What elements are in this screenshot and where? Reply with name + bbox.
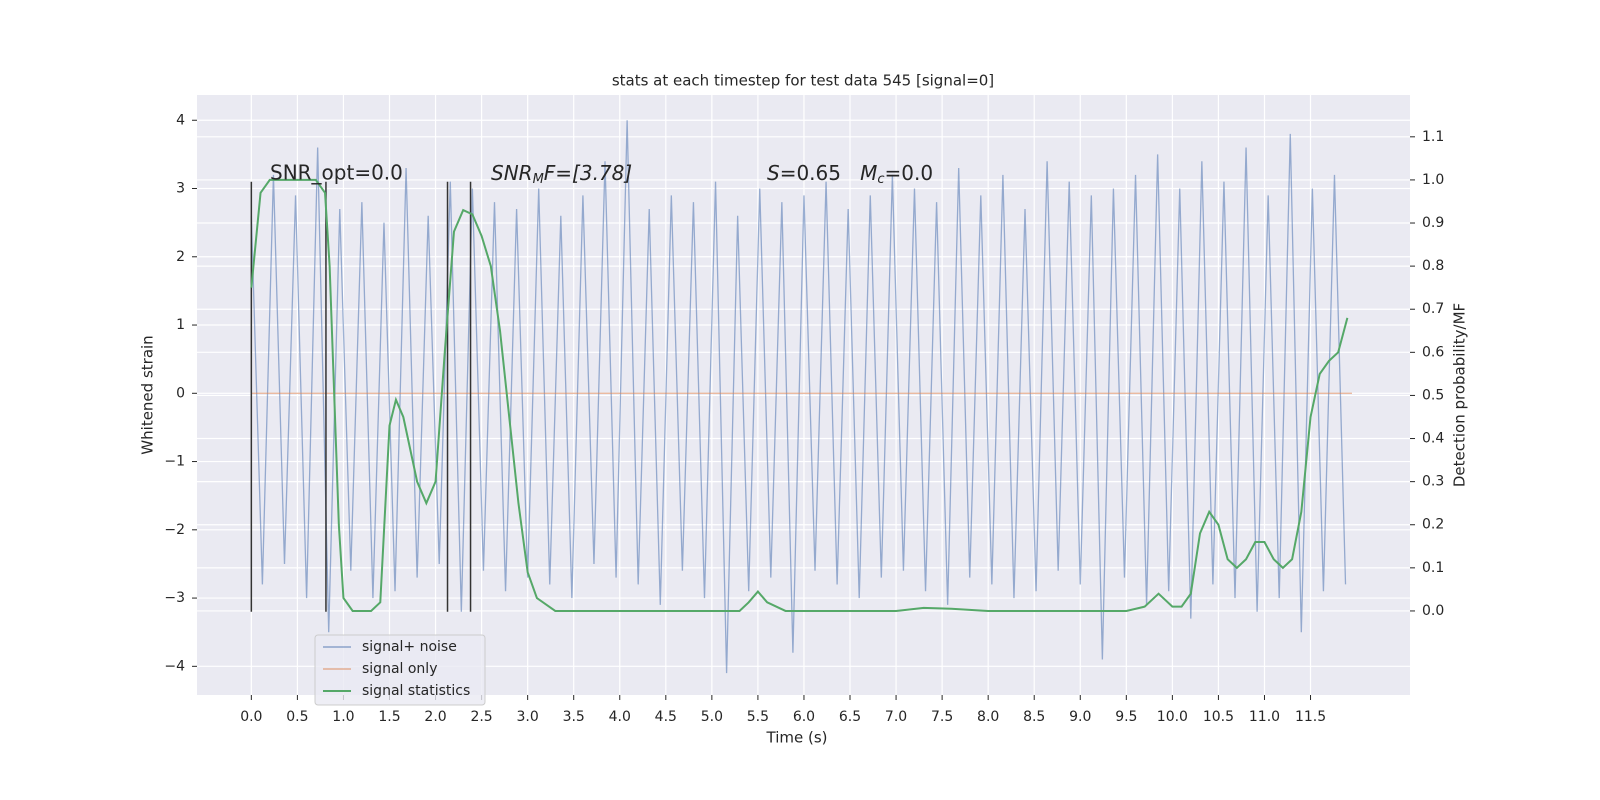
annotation: S=0.65 Mc=0.0 [767,161,933,187]
y-tick-label: 4 [176,112,185,128]
annotation-part: c [877,172,884,187]
annotation-part: S [767,161,780,185]
x-tick-label: 4.5 [655,709,677,725]
x-tick-label: 3.5 [563,709,585,725]
x-tick-label: 11.0 [1249,709,1280,725]
x-tick-label: 3.0 [517,709,539,725]
legend-box [314,634,486,706]
legend: signal+ noise signal only signal statistic… [314,634,486,706]
chart-title: stats at each timestep for test data 545… [612,72,994,90]
legend-label: signal only [362,661,437,677]
y2-tick-label: 0.8 [1422,258,1444,274]
x-tick-label: 2.0 [424,709,446,725]
annotation-part: M [860,161,877,185]
annotation-part: SNR [491,161,533,185]
x-tick-label: 10.5 [1203,709,1234,725]
x-tick-label: 8.0 [977,709,999,725]
x-tick-label: 10.0 [1157,709,1188,725]
x-tick-label: 0.5 [286,709,308,725]
y2-axis-label: Detection probability/MF [1451,303,1469,487]
y-tick-label: 2 [176,249,185,265]
y2-tick-label: 0.5 [1422,387,1444,403]
series-line [250,120,1347,674]
y2-tick-label: 0.0 [1422,603,1444,619]
y2-tick-label: 0.6 [1422,344,1444,360]
x-tick-label: 6.5 [839,709,861,725]
x-tick-label: 4.0 [609,709,631,725]
y2-tick-label: 1.0 [1422,172,1444,188]
series-line [250,178,1349,612]
y2-tick-label: 0.3 [1422,474,1444,490]
labels: 0.0 0.5 1.0 1.5 2.0 2.5 3.0 3.5 4.0 4.5 5.0 5.5 6.0 6… [164,112,1444,725]
annotation-part: =0.0 [885,161,934,185]
x-tick-label: 1.5 [378,709,400,725]
y-tick-label: −1 [164,454,185,470]
x-tick-label: 5.0 [701,709,723,725]
y2-tick-label: 0.4 [1422,431,1444,447]
annotation: SNR_opt=0.0 [270,161,403,185]
y2-tick-label: 0.9 [1422,215,1444,231]
annotation-part: M [533,172,544,187]
y2-tick-label: 0.2 [1422,517,1444,533]
x-tick-label: 7.5 [931,709,953,725]
y-tick-label: −4 [164,658,185,674]
y2-tick-label: 1.1 [1422,129,1444,145]
x-tick-label: 9.5 [1115,709,1137,725]
annotation-part: =0.65 [780,161,860,185]
x-tick-label: 11.5 [1295,709,1326,725]
legend-label: signal statistics [362,683,470,699]
y-tick-label: 3 [176,181,185,197]
x-axis-label: Time (s) [766,729,828,747]
annotation-part: F=[3.78] [544,161,632,185]
y-tick-label: −3 [164,590,185,606]
x-tick-label: 9.0 [1069,709,1091,725]
y-axis-label: Whitened strain [139,335,157,454]
x-tick-label: 0.0 [240,709,262,725]
y2-tick-label: 0.7 [1422,301,1444,317]
x-tick-label: 6.0 [793,709,815,725]
marks [250,120,1352,674]
annotation: SNRMF=[3.78] [491,161,632,187]
x-tick-label: 1.0 [332,709,354,725]
x-tick-label: 5.5 [747,709,769,725]
y2-tick-label: 0.1 [1422,560,1444,576]
y-tick-label: 0 [176,385,185,401]
x-tick-label: 8.5 [1023,709,1045,725]
x-tick-label: 2.5 [470,709,492,725]
x-tick-label: 7.0 [885,709,907,725]
y-tick-label: −2 [164,522,185,538]
y-tick-label: 1 [176,317,185,333]
legend-label: signal+ noise [362,639,457,655]
